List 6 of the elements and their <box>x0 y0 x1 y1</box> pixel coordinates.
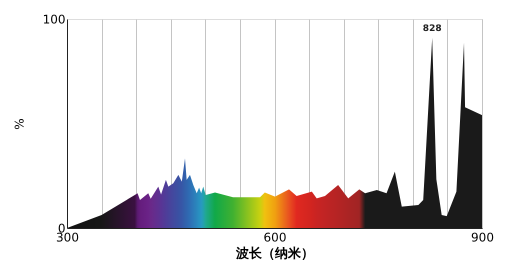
y-axis-title: % <box>12 118 27 130</box>
x-tick-label: 600 <box>264 230 286 244</box>
y-tick-label: 100 <box>42 12 66 26</box>
x-axis-title: 波长（纳米） <box>235 246 314 262</box>
annotation: 828 <box>422 24 442 34</box>
x-tick-label: 900 <box>471 230 494 244</box>
